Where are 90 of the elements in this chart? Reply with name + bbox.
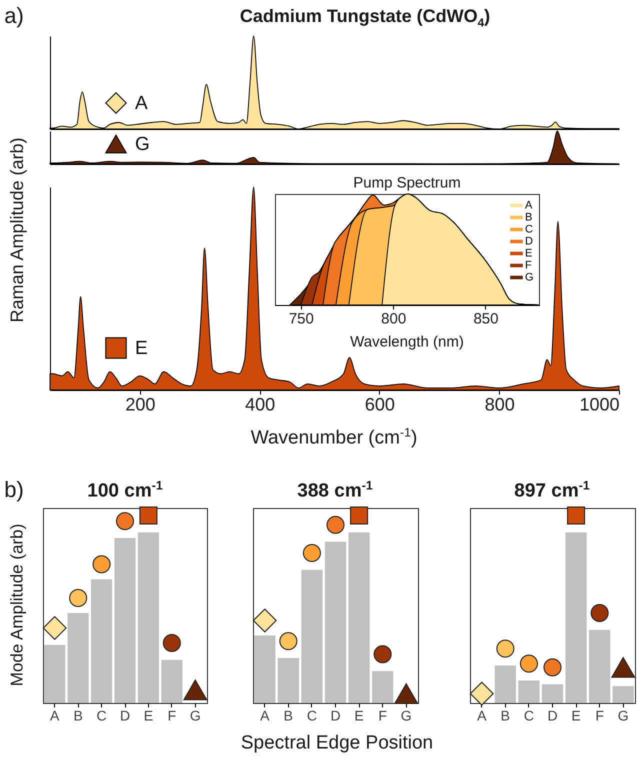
point [116,512,134,530]
x-axis-title: Wavelength (nm) [350,334,464,350]
bar [565,532,587,703]
point [350,506,368,525]
x-tick-label: 1000 [579,394,620,414]
x-tick-label: 800 [381,310,406,328]
bar [44,644,66,703]
x-tick-label: F [168,708,176,724]
point [183,680,208,700]
legend-label: A [135,93,148,114]
point [326,516,345,534]
point [543,658,562,676]
legend-label: G [135,134,150,155]
point [42,616,67,640]
x-axis-title: Wavenumber (cm$^{-1}$) [250,425,418,449]
y-axis-title: Raman Amplitude (arb) [7,137,27,323]
x-tick-label: G [618,708,629,724]
x-tick-label: 750 [288,310,314,328]
legend-label: C [525,224,533,236]
x-tick-label: B [73,708,83,724]
point [374,645,392,664]
point [252,608,277,632]
legend-label: G [525,272,534,284]
x-tick-label: F [378,708,387,724]
point [279,632,298,650]
legend-label: E [525,248,532,260]
bar [494,666,516,703]
chart-title: Pump Spectrum [353,174,461,192]
point [470,682,494,706]
bar [301,570,323,703]
chart-title: Cadmium Tungstate (CdWO$_{4}$) [240,6,490,30]
legend-label: F [525,260,532,272]
legend-label: B [525,212,532,224]
bar [589,630,610,703]
x-tick-label: D [120,708,130,724]
y-axis-title: Mode Amplitude (arb) [8,524,26,686]
chart-title: 100 cm$^{-1}$ [87,478,163,502]
x-tick-label: B [284,708,294,724]
text: a) [4,3,24,28]
point [162,634,181,652]
x-tick-label: C [524,708,534,724]
bar [518,680,540,703]
x-tick-label: E [144,708,154,724]
bar [372,671,394,703]
bar [114,538,136,703]
legend-label: A [525,200,533,212]
x-tick-label: A [260,708,270,724]
bar [91,579,112,703]
point [139,506,158,525]
x-axis-title: Spectral Edge Position [240,732,434,754]
legend-label: D [525,236,533,248]
bar [138,532,159,703]
bar [542,684,564,703]
x-tick-label: F [595,708,604,724]
point [302,544,321,562]
bar [324,542,346,703]
chart-title: 897 cm$^{-1}$ [514,478,590,502]
bar [68,613,89,703]
x-tick-label: E [571,708,581,724]
bar [161,660,182,703]
x-tick-label: 800 [484,394,515,414]
x-tick-label: B [500,708,510,724]
point [520,654,538,673]
x-tick-label: 200 [125,394,156,414]
x-tick-label: G [400,708,412,724]
legend-label: E [135,338,148,359]
x-tick-label: E [354,708,364,724]
text: b) [4,477,24,502]
bar [348,532,370,703]
point [611,657,636,678]
point [567,506,586,525]
x-tick-label: 850 [473,310,498,328]
bar [612,686,634,703]
bar [278,658,299,703]
x-tick-label: 600 [364,394,395,414]
point [92,555,111,574]
x-tick-label: A [50,708,60,724]
x-tick-label: C [96,708,107,724]
x-tick-label: 400 [245,394,276,414]
point [394,683,418,704]
bar [254,636,276,703]
x-tick-label: G [190,708,201,724]
x-tick-label: A [477,708,488,724]
point [590,604,609,622]
x-tick-label: D [330,708,341,724]
point [69,589,88,607]
point [496,640,514,658]
x-tick-label: D [547,708,558,724]
chart-title: 388 cm$^{-1}$ [297,478,373,502]
x-tick-label: C [306,708,317,724]
